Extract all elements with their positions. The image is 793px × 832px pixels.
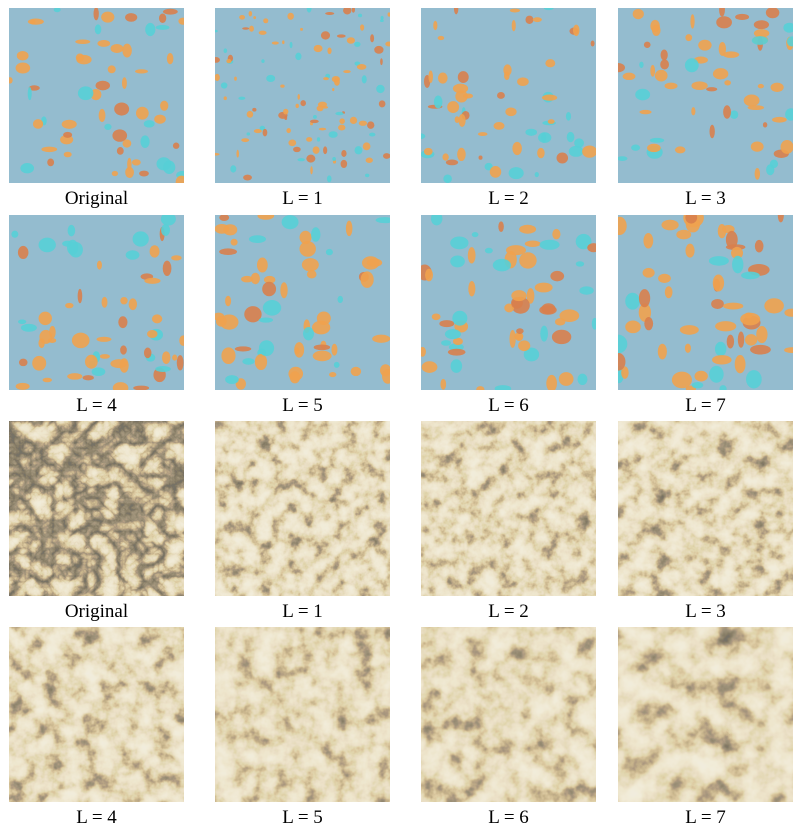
- caption: L = 2: [421, 601, 596, 623]
- texture-image: [618, 627, 793, 802]
- caption: Original: [9, 188, 184, 210]
- texture-image: [9, 627, 184, 802]
- caption: L = 5: [215, 807, 390, 829]
- texture-image: [9, 421, 184, 596]
- caption: L = 7: [618, 807, 793, 829]
- texture-image: [421, 8, 596, 183]
- texture-image: [421, 421, 596, 596]
- texture-image: [618, 8, 793, 183]
- caption: Original: [9, 601, 184, 623]
- texture-image: [9, 8, 184, 183]
- texture-image: [421, 627, 596, 802]
- texture-image: [421, 215, 596, 390]
- texture-image: [618, 215, 793, 390]
- caption: L = 2: [421, 188, 596, 210]
- texture-image: [215, 421, 390, 596]
- caption: L = 4: [9, 395, 184, 417]
- texture-image: [215, 627, 390, 802]
- texture-image: [9, 215, 184, 390]
- caption: L = 3: [618, 188, 793, 210]
- caption: L = 6: [421, 395, 596, 417]
- caption: L = 5: [215, 395, 390, 417]
- caption: L = 1: [215, 188, 390, 210]
- caption: L = 7: [618, 395, 793, 417]
- texture-image: [618, 421, 793, 596]
- texture-image: [215, 8, 390, 183]
- texture-image: [215, 215, 390, 390]
- figure: Original L = 1 L = 2 L = 3 L = 4 L = 5 L = 6 L …: [0, 0, 793, 832]
- caption: L = 3: [618, 601, 793, 623]
- caption: L = 4: [9, 807, 184, 829]
- caption: L = 1: [215, 601, 390, 623]
- caption: L = 6: [421, 807, 596, 829]
